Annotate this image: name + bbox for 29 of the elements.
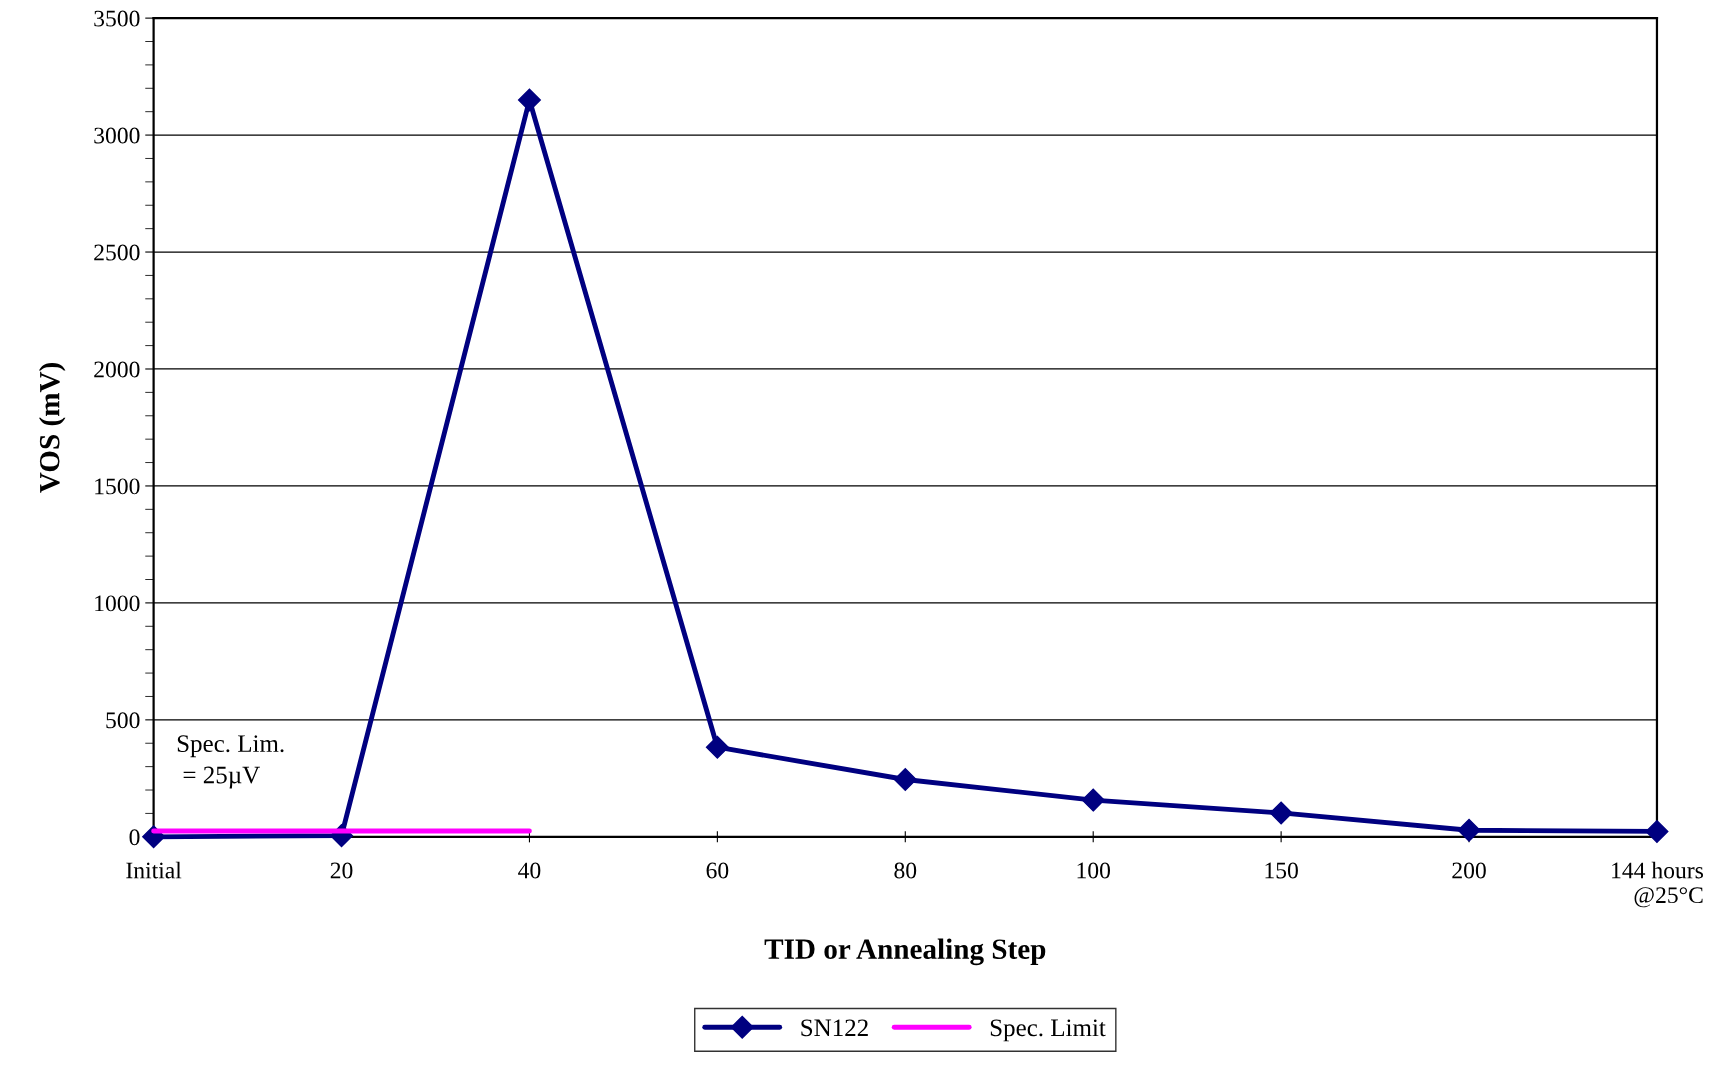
point xyxy=(1457,818,1481,842)
x-tick-label: 100 xyxy=(1077,862,1111,879)
x-tick-label: 60 xyxy=(706,862,729,879)
x-tick-label: Initial xyxy=(126,861,182,879)
legend-label: SN122 xyxy=(801,1019,868,1037)
point xyxy=(1081,788,1105,812)
point xyxy=(1645,819,1669,843)
x-tick-label: 200 xyxy=(1452,862,1486,879)
y-axis-title: VOS (mV) xyxy=(38,363,66,493)
x-tick-label: 40 xyxy=(518,862,541,879)
y-tick-label: 1000 xyxy=(95,595,140,612)
y-tick-label: 2500 xyxy=(94,244,140,261)
y-tick-label: 3000 xyxy=(94,127,140,144)
y-tick-label: 1500 xyxy=(95,478,140,495)
x-tick-label: 20 xyxy=(330,862,353,879)
x-tick-label: 150 xyxy=(1265,862,1298,879)
x-tick-label: 144 hours @25°C xyxy=(1612,861,1703,908)
annotation: Spec. Lim. = 25µV xyxy=(177,735,284,789)
point xyxy=(517,88,541,112)
y-tick-label: 500 xyxy=(106,712,140,729)
y-tick-label: 2000 xyxy=(94,361,140,378)
x-tick-label: 80 xyxy=(894,862,917,879)
point xyxy=(893,768,917,791)
point xyxy=(705,735,729,759)
y-tick-label: 0 xyxy=(129,829,140,846)
legend-label: Spec. Limit xyxy=(990,1019,1106,1042)
point xyxy=(1269,801,1293,825)
x-axis-title: TID or Annealing Step xyxy=(764,938,1046,966)
y-tick-label: 3500 xyxy=(94,10,140,27)
